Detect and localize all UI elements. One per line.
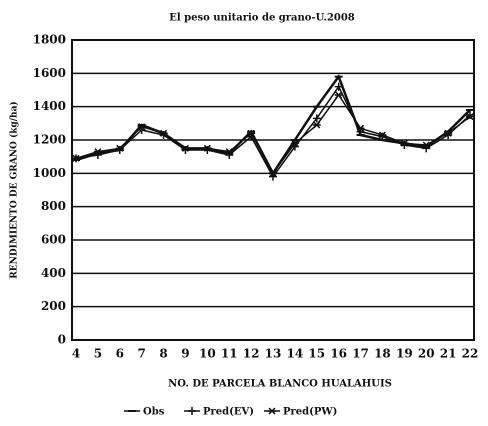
point-marker (334, 82, 343, 91)
x-tick-label: 7 (137, 347, 145, 361)
y-tick-label: 1000 (33, 166, 66, 180)
point-marker (225, 148, 234, 156)
x-tick-label: 16 (330, 347, 347, 361)
legend-label: Pred(PW) (283, 407, 337, 418)
x-tick-label: 19 (396, 347, 413, 361)
x-tick-label: 18 (374, 347, 391, 361)
x-axis-label: NO. DE PARCELA BLANCO HUALAHUIS (168, 379, 392, 390)
legend-label: Pred(EV) (203, 407, 254, 418)
x-tick-label: 4 (72, 347, 80, 361)
x-tick-label: 17 (352, 347, 369, 361)
y-tick-label: 1400 (33, 99, 66, 113)
point-marker (356, 124, 365, 132)
point-marker (378, 131, 387, 139)
series-line (75, 74, 471, 176)
x-tick-label: 15 (308, 347, 325, 361)
x-tick-label: 22 (462, 347, 479, 361)
y-tick-label: 1800 (33, 33, 66, 47)
point-marker (269, 169, 277, 177)
x-tick-label: 21 (440, 347, 457, 361)
x-tick-label: 12 (243, 347, 260, 361)
y-tick-label: 1200 (33, 133, 66, 147)
y-tick-label: 200 (41, 299, 66, 313)
x-tick-label: 10 (199, 347, 216, 361)
point-marker (72, 154, 80, 162)
point-marker (137, 123, 146, 131)
x-tick-label: 9 (181, 347, 189, 361)
point-marker (93, 148, 102, 156)
x-tick-label: 14 (287, 347, 304, 361)
point-marker (400, 139, 409, 147)
y-axis-label: RENDIMIENTO DE GRANO (kg/ha) (9, 101, 20, 278)
point-marker (247, 129, 256, 137)
point-marker (334, 91, 343, 99)
point-marker (422, 141, 431, 149)
x-tick-label: 11 (221, 347, 238, 361)
point-marker (115, 144, 124, 152)
x-tick-label: 13 (265, 347, 282, 361)
x-tick-label: 6 (116, 347, 124, 361)
x-tick-label: 5 (94, 347, 102, 361)
x-tick-label: 8 (159, 347, 167, 361)
y-tick-label: 0 (58, 333, 66, 347)
point-marker (466, 113, 474, 121)
point-marker (312, 121, 321, 129)
y-tick-label: 1600 (33, 66, 66, 80)
y-tick-label: 600 (41, 233, 66, 247)
plot-frame (71, 39, 475, 341)
legend-label: Obs (143, 407, 165, 418)
chart-title: El peso unitario de grano-U.2008 (169, 13, 355, 24)
point-marker (159, 129, 168, 137)
point-marker (181, 144, 190, 152)
point-marker (290, 139, 299, 147)
legend-marker (268, 407, 276, 415)
point-marker (444, 129, 453, 137)
x-tick-label: 20 (418, 347, 435, 361)
legend-marker (188, 407, 196, 415)
point-marker (312, 114, 321, 123)
y-tick-label: 400 (41, 266, 66, 280)
point-marker (203, 144, 212, 152)
y-tick-label: 800 (41, 199, 66, 213)
